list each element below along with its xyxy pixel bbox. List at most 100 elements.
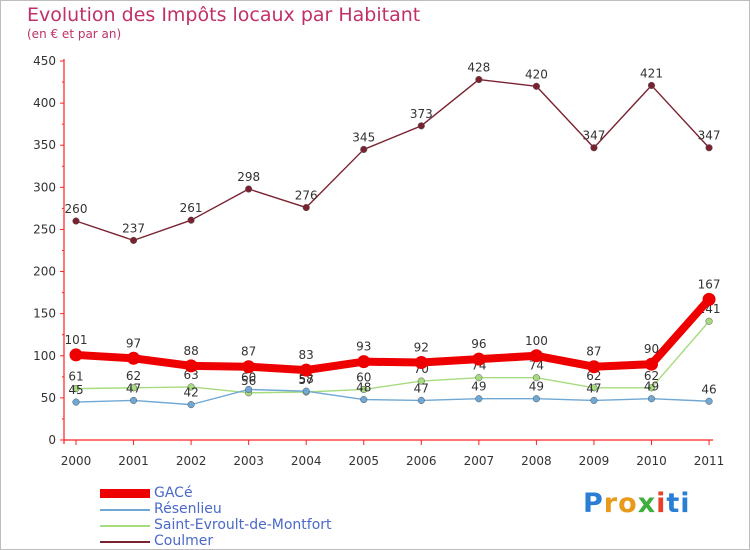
chart-title: Evolution des Impôts locaux par Habitant [27,4,421,26]
data-point-gac- [472,352,486,366]
data-label-saint-evroult-de-montfort: 74 [529,359,544,373]
y-tick-label: 350 [33,138,56,152]
data-label-gac-: 87 [586,345,601,359]
data-point-coulmer [475,75,483,84]
data-label-coulmer: 373 [410,107,433,121]
data-label-gac-: 96 [471,337,486,351]
proxiti-logo: Proxiti [583,488,691,519]
data-label-saint-evroult-de-montfort: 63 [183,368,198,382]
legend-item-coulmer: Coulmer [100,533,400,549]
data-point-coulmer [417,122,425,130]
data-label-gac-: 100 [525,334,548,348]
data-label-r-senlieu: 47 [126,381,141,395]
data-point-saint-evroult-de-montfort [705,317,713,325]
data-label-r-senlieu: 49 [471,380,486,394]
data-point-gac- [299,363,313,377]
data-point-saint-evroult-de-montfort [360,385,368,394]
x-tick-label: 2007 [464,454,495,468]
data-point-saint-evroult-de-montfort [590,384,598,392]
data-label-r-senlieu: 48 [356,381,371,395]
series-line-r-senlieu [75,388,710,406]
data-label-r-senlieu: 60 [241,370,256,384]
y-tick-label: 200 [33,265,56,279]
data-point-saint-evroult-de-montfort [475,374,483,382]
data-point-gac- [357,355,371,369]
data-point-saint-evroult-de-montfort [647,384,656,392]
data-label-gac-: 92 [414,341,429,355]
chart-subtitle: (en € et par an) [27,27,122,41]
data-point-gac- [645,357,658,371]
series-line-gac- [72,295,714,375]
data-point-gac- [587,360,601,374]
data-label-saint-evroult-de-montfort: 62 [126,369,141,383]
series-line-saint-evroult-de-montfort [75,320,710,394]
data-point-saint-evroult-de-montfort [532,374,540,382]
legend-label-gace: GACé [154,485,193,501]
y-tick-label: 450 [33,54,56,68]
y-tick-label: 50 [41,391,56,405]
y-tick-label: 400 [33,96,56,110]
data-label-gac-: 83 [299,348,314,362]
data-label-gac-: 101 [65,333,88,347]
x-tick-label: 2004 [291,454,322,468]
data-label-coulmer: 428 [467,61,490,75]
data-point-r-senlieu [475,395,483,403]
legend-swatch-gace [100,489,150,498]
data-label-r-senlieu: 49 [644,380,659,394]
x-tick-label: 2009 [579,454,610,468]
data-label-gac-: 93 [356,340,371,354]
data-point-saint-evroult-de-montfort [187,383,195,391]
data-point-coulmer [532,82,540,90]
data-label-saint-evroult-de-montfort: 61 [68,370,83,384]
data-label-coulmer: 421 [640,66,663,80]
x-tick-label: 2000 [61,454,92,468]
data-label-coulmer: 260 [65,202,88,216]
data-label-r-senlieu: 47 [414,381,429,395]
data-point-coulmer [705,144,713,152]
data-label-r-senlieu: 46 [701,382,716,396]
legend-item-resenlieu: Résenlieu [100,501,400,517]
data-point-gac- [69,348,83,362]
data-label-gac-: 167 [698,277,721,291]
data-label-coulmer: 237 [122,221,145,235]
data-label-coulmer: 345 [352,130,375,144]
data-point-coulmer [590,144,598,152]
data-label-saint-evroult-de-montfort: 60 [356,370,371,384]
data-label-saint-evroult-de-montfort: 56 [241,374,256,388]
data-point-coulmer [130,236,138,244]
data-point-gac- [414,356,428,370]
data-point-r-senlieu [705,397,713,405]
data-label-saint-evroult-de-montfort: 62 [586,369,601,383]
x-tick-label: 2003 [233,454,264,468]
data-label-gac-: 87 [241,345,256,359]
data-point-coulmer [72,217,80,225]
legend-swatch-coulmer [100,541,150,543]
data-label-coulmer: 347 [582,129,605,143]
data-point-gac- [702,292,716,306]
data-point-coulmer [302,203,310,212]
data-point-saint-evroult-de-montfort [72,385,80,393]
legend-swatch-saint-evroult [100,525,150,527]
data-point-r-senlieu [187,401,195,409]
data-point-coulmer [360,145,368,153]
data-point-saint-evroult-de-montfort [130,384,138,392]
data-point-r-senlieu [130,396,138,404]
y-tick-label: 0 [48,433,56,447]
data-label-coulmer: 420 [525,67,548,81]
data-point-gac- [529,349,543,363]
data-label-coulmer: 347 [698,129,721,143]
data-point-coulmer [647,81,656,89]
x-tick-label: 2001 [118,454,149,468]
data-point-coulmer [187,216,195,224]
data-point-r-senlieu [72,398,80,406]
data-point-r-senlieu [647,395,656,403]
series-line-coulmer [75,78,710,242]
data-point-r-senlieu [590,396,598,404]
data-label-r-senlieu: 49 [529,380,544,394]
legend-label-saint-evroult: Saint-Evroult-de-Montfort [154,517,332,533]
data-label-gac-: 97 [126,336,141,350]
data-label-coulmer: 261 [180,201,203,215]
data-point-r-senlieu [360,396,368,404]
